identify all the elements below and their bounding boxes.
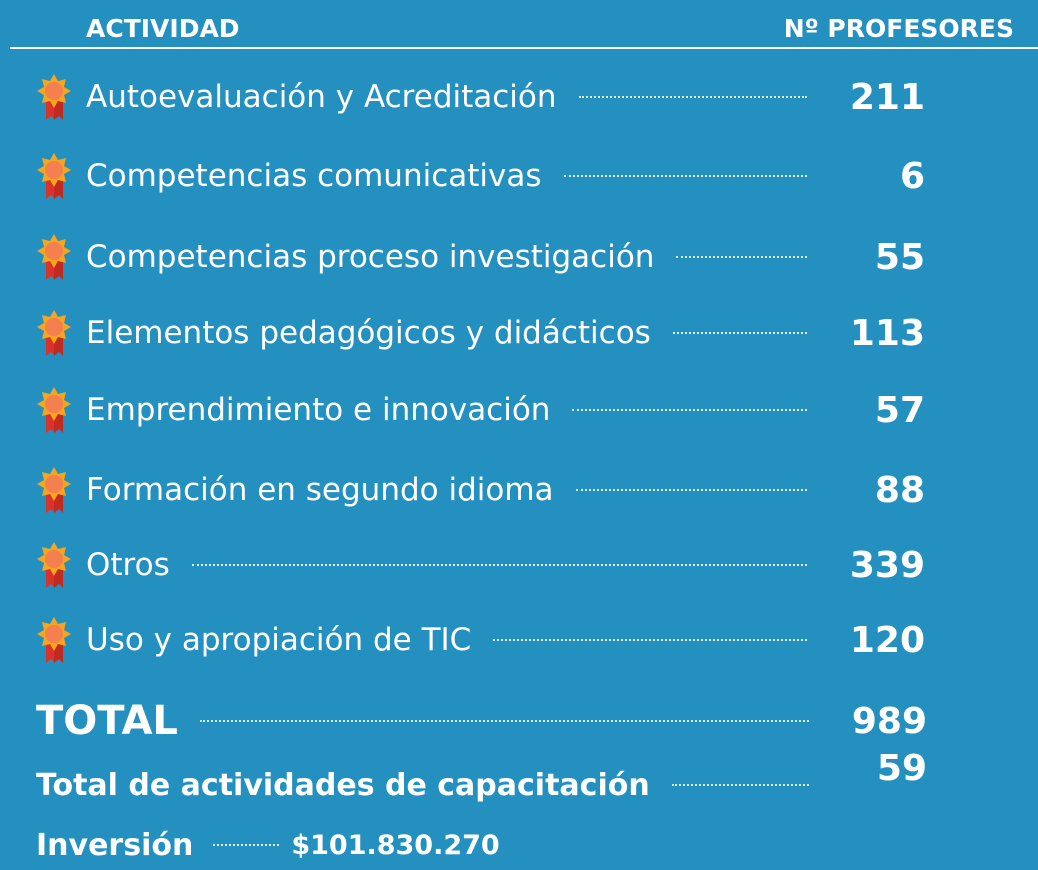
dotted-leader bbox=[563, 175, 807, 177]
activity-label: Autoevaluación y Acreditación bbox=[86, 79, 557, 115]
activity-label: TOTAL bbox=[36, 698, 178, 744]
activity-label: Formación en segundo idioma bbox=[86, 472, 554, 508]
dotted-leader bbox=[672, 332, 807, 334]
investment-label: Inversión bbox=[36, 827, 194, 863]
count-value: 211 bbox=[849, 76, 925, 118]
medal-icon bbox=[34, 615, 74, 665]
dotted-leader bbox=[676, 256, 807, 258]
medal-icon bbox=[34, 308, 74, 358]
row: Autoevaluación y Acreditación 211 bbox=[34, 72, 925, 122]
activity-label: Emprendimiento e innovación bbox=[86, 392, 551, 428]
row: Otros 339 bbox=[34, 540, 925, 590]
medal-icon bbox=[34, 232, 74, 282]
count-value: 55 bbox=[874, 236, 925, 278]
investment-value: $101.830.270 bbox=[291, 829, 500, 861]
row: Total de actividades de capacitación 59 bbox=[36, 748, 927, 810]
dotted-leader bbox=[493, 639, 807, 641]
count-value: 88 bbox=[874, 469, 925, 511]
count-value: 59 bbox=[876, 748, 927, 789]
activity-label: Total de actividades de capacitación bbox=[36, 767, 650, 803]
dotted-leader bbox=[575, 489, 807, 491]
count-value: 57 bbox=[874, 389, 925, 431]
row: Competencias comunicativas 6 bbox=[34, 151, 925, 201]
count-value: 113 bbox=[849, 312, 925, 354]
activity-label: Elementos pedagógicos y didácticos bbox=[86, 315, 651, 351]
column-header: Nº PROFESORES bbox=[783, 14, 1014, 43]
row: Uso y apropiación de TIC 120 bbox=[34, 615, 925, 665]
medal-icon bbox=[34, 385, 74, 435]
activity-label: Competencias proceso investigación bbox=[86, 239, 655, 275]
medal-icon bbox=[34, 151, 74, 201]
activity-label: Uso y apropiación de TIC bbox=[86, 622, 472, 658]
medal-icon bbox=[34, 540, 74, 590]
count-value: 339 bbox=[849, 544, 925, 586]
row: Elementos pedagógicos y didácticos 113 bbox=[34, 308, 925, 358]
count-value: 120 bbox=[849, 619, 925, 661]
row: Emprendimiento e innovación 57 bbox=[34, 385, 925, 435]
row: TOTAL 989 bbox=[36, 696, 927, 746]
dotted-leader bbox=[671, 784, 809, 786]
count-value: 989 bbox=[851, 700, 927, 742]
row: Inversión $101.830.270 bbox=[36, 820, 500, 870]
dotted-leader bbox=[191, 564, 807, 566]
dotted-leader bbox=[199, 720, 809, 722]
count-value: 6 bbox=[899, 155, 925, 197]
activity-label: Competencias comunicativas bbox=[86, 158, 542, 194]
column-header: ACTIVIDAD bbox=[86, 14, 240, 43]
medal-icon bbox=[34, 72, 74, 122]
dotted-leader bbox=[213, 844, 280, 846]
row: Formación en segundo idioma 88 bbox=[34, 465, 925, 515]
dotted-leader bbox=[572, 409, 807, 411]
header-rule bbox=[10, 47, 1038, 49]
row: Competencias proceso investigación 55 bbox=[34, 232, 925, 282]
dotted-leader bbox=[578, 96, 807, 98]
activity-label: Otros bbox=[86, 547, 170, 583]
medal-icon bbox=[34, 465, 74, 515]
